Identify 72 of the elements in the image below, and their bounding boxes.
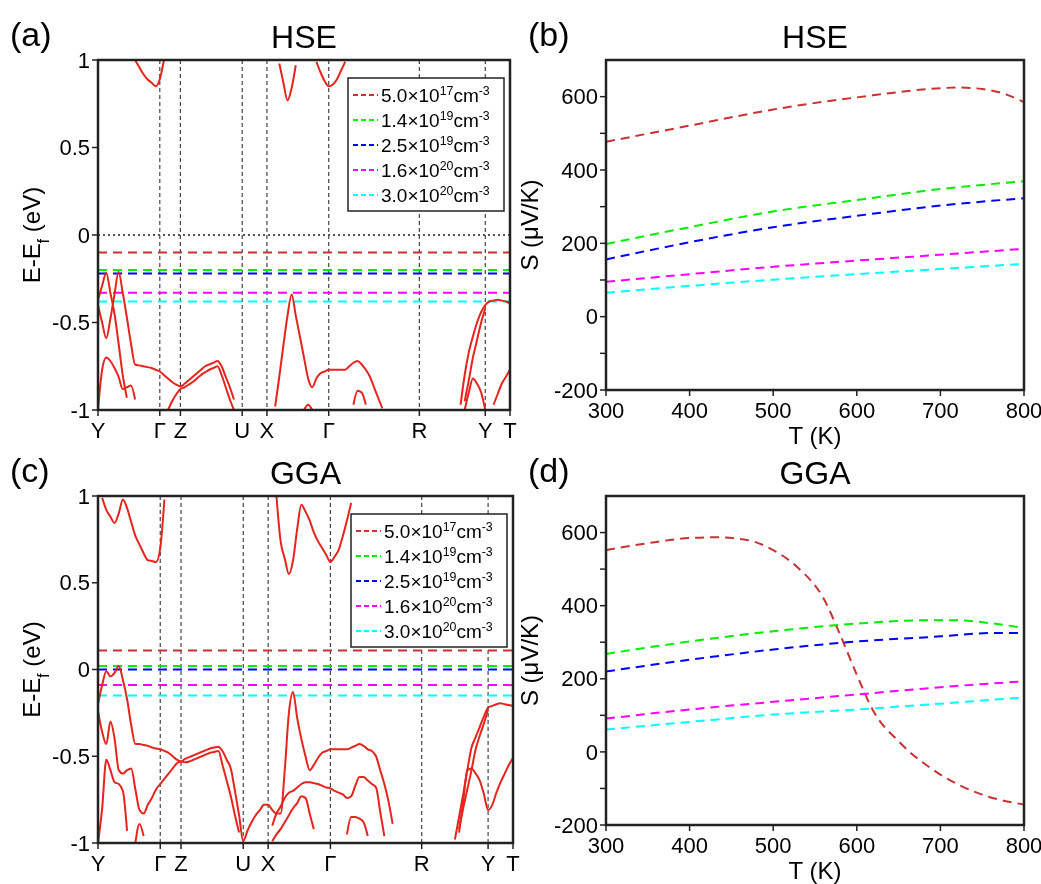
- y-tick-label: 0.5: [59, 135, 90, 161]
- x-tick-label: Y: [480, 851, 496, 876]
- y-tick-label: -0.5: [52, 310, 90, 336]
- text: (c): [10, 451, 50, 489]
- legend-label: 5.0×10$^{17}$cm$^{-3}$: [384, 520, 493, 542]
- x-tick-label: T: [503, 418, 517, 443]
- x-tick-label: T: [506, 851, 520, 876]
- x-tick-label: U: [234, 418, 251, 443]
- x-tick-label: Z: [173, 418, 188, 443]
- chart-title: GGA: [779, 455, 852, 491]
- legend-label: 3.0×10$^{20}$cm$^{-3}$: [384, 620, 493, 642]
- y-tick-label: 600: [561, 84, 598, 110]
- text: (a): [10, 15, 52, 53]
- y-tick-label: 0.5: [59, 570, 90, 596]
- legend-label: 2.5×10$^{19}$cm$^{-3}$: [384, 570, 493, 592]
- chart-title: HSE: [271, 19, 337, 55]
- y-tick-label: -1: [70, 830, 90, 856]
- y-tick-label: 1: [77, 483, 90, 509]
- x-tick-label: 500: [754, 833, 792, 858]
- x-tick-label: R: [411, 418, 428, 443]
- x-tick-label: Γ: [324, 851, 337, 876]
- x-tick-label: Y: [477, 418, 493, 443]
- legend-label: 3.0×10$^{20}$cm$^{-3}$: [381, 184, 490, 206]
- y-axis-title: S (μV/K): [516, 179, 543, 271]
- x-tick-label: X: [259, 418, 275, 443]
- x-tick-label: Γ: [153, 418, 166, 443]
- line-series: [606, 180, 1024, 246]
- y-axis-title: S (μV/K): [516, 614, 543, 707]
- x-tick-label: Z: [174, 851, 188, 876]
- y-tick-label: -0.5: [52, 743, 90, 769]
- x-tick-label: 400: [671, 398, 708, 423]
- x-axis-title: T (K): [788, 422, 842, 449]
- x-tick-label: U: [235, 851, 252, 876]
- x-tick-label: 800: [1005, 398, 1041, 423]
- x-tick-label: 600: [838, 398, 876, 423]
- y-tick-label: 1: [77, 47, 90, 73]
- x-axis-title: T (K): [788, 857, 842, 884]
- y-tick-label: 0: [585, 739, 598, 765]
- y-tick-label: 0: [77, 222, 90, 248]
- line-series: [606, 86, 1024, 143]
- y-tick-label: 0: [77, 657, 90, 683]
- x-tick-label: 600: [838, 833, 876, 858]
- line-series: [606, 536, 1024, 806]
- text: (d): [528, 451, 570, 489]
- x-tick-label: Γ: [154, 851, 167, 876]
- x-tick-label: X: [260, 851, 276, 876]
- y-tick-label: 600: [561, 520, 598, 546]
- y-tick-label: 200: [561, 666, 598, 692]
- legend-label: 1.6×10$^{20}$cm$^{-3}$: [381, 159, 490, 181]
- y-tick-label: 0: [585, 304, 598, 330]
- x-tick-label: Y: [90, 418, 106, 443]
- x-tick-label: 700: [922, 833, 959, 858]
- x-tick-label: 500: [754, 398, 792, 423]
- legend-label: 1.4×10$^{19}$cm$^{-3}$: [381, 109, 490, 131]
- y-tick-label: 400: [561, 157, 598, 183]
- legend-label: 1.6×10$^{20}$cm$^{-3}$: [384, 595, 493, 617]
- y-tick-label: -1: [70, 397, 90, 423]
- x-tick-label: Γ: [322, 418, 335, 443]
- legend-label: 5.0×10$^{17}$cm$^{-3}$: [381, 84, 490, 106]
- x-tick-label: 400: [671, 833, 708, 858]
- y-tick-label: 200: [561, 231, 598, 257]
- legend-label: 2.5×10$^{19}$cm$^{-3}$: [381, 134, 490, 156]
- x-tick-label: Y: [90, 851, 106, 876]
- text: (b): [528, 15, 570, 53]
- chart-title: GGA: [269, 455, 342, 491]
- legend-label: 1.4×10$^{19}$cm$^{-3}$: [384, 545, 493, 567]
- x-tick-label: R: [413, 851, 430, 876]
- chart-title: HSE: [782, 19, 848, 55]
- y-tick-label: 400: [561, 593, 598, 619]
- x-tick-label: 800: [1005, 833, 1041, 858]
- line-series: [606, 197, 1024, 261]
- x-tick-label: 700: [922, 398, 959, 423]
